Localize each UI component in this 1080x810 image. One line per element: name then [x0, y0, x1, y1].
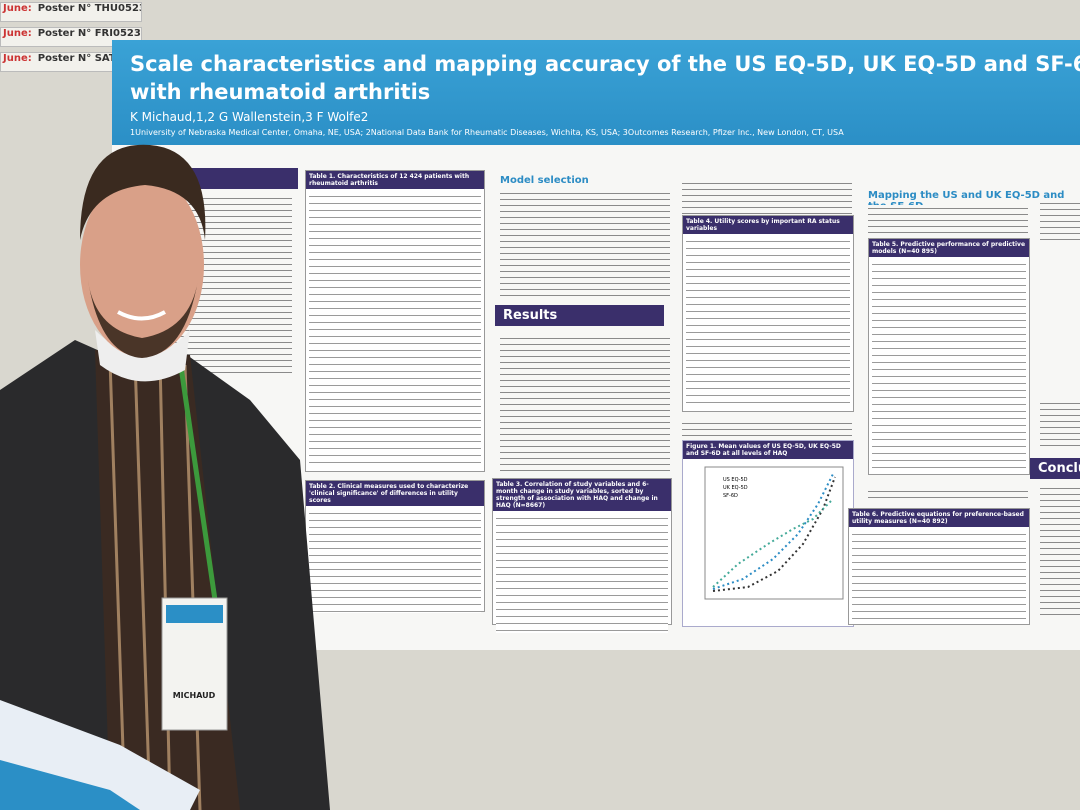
affiliations: 1University of Nebraska Medical Center, …	[130, 128, 844, 137]
section-heading: Results	[495, 305, 664, 326]
table-rows	[496, 514, 668, 633]
tag-label: Poster N° THU0523-HP	[37, 3, 141, 14]
tag-label: Poster N° SAT0523	[37, 53, 142, 64]
title-line: with rheumatoid arthritis	[130, 80, 431, 104]
beard	[88, 280, 198, 358]
text-block	[868, 488, 1028, 502]
poster: Scale characteristics and mapping accura…	[112, 40, 1080, 650]
curve	[712, 473, 834, 590]
handout-cover	[0, 760, 140, 810]
section-heading: Model selection	[500, 175, 589, 186]
table: Table 4. Utility scores by important RA …	[682, 215, 854, 412]
table: Table 3. Correlation of study variables …	[492, 478, 672, 633]
tag-day: June:	[3, 28, 32, 39]
badge-band	[166, 605, 223, 623]
text-block	[500, 335, 670, 475]
table: Table 5. Predictive performance of predi…	[868, 238, 1030, 475]
text-block	[868, 205, 1028, 235]
smile	[117, 310, 166, 321]
text-block	[682, 420, 852, 440]
section-heading: Conclus	[1030, 458, 1080, 479]
poster-tag: June: Poster N° FRI0523-HP	[0, 27, 142, 47]
table-caption: Table 6. Predictive equations for prefer…	[849, 509, 1029, 527]
table-caption: Table 2. Clinical measures used to chara…	[306, 481, 484, 506]
table-caption: Table 5. Predictive performance of predi…	[869, 239, 1029, 257]
curve	[712, 498, 834, 588]
table-caption: Table 3. Correlation of study variables …	[493, 479, 671, 511]
plot-frame	[704, 466, 844, 600]
legend-entry: SF-6D	[723, 493, 738, 499]
table-rows	[686, 237, 850, 406]
badge-name: MICHAUD	[173, 691, 216, 700]
figure: Figure 1. Mean values of US EQ-5D, UK EQ…	[682, 440, 854, 627]
tag-day: June:	[3, 3, 32, 14]
table-rows	[309, 192, 481, 466]
table: Table 6. Predictive equations for prefer…	[848, 508, 1030, 625]
table-rows	[852, 530, 1026, 619]
text-block	[1040, 200, 1080, 240]
figure-plot: US EQ-5D UK EQ-5D SF-6D	[704, 466, 844, 600]
legend-entry: UK EQ-5D	[723, 485, 748, 491]
table: Table 1. Characteristics of 12 424 patie…	[305, 170, 485, 472]
title-band: Scale characteristics and mapping accura…	[112, 40, 1080, 145]
table-caption: Table 4. Utility scores by important RA …	[683, 216, 853, 234]
figure-caption: Figure 1. Mean values of US EQ-5D, UK EQ…	[683, 441, 853, 459]
lanyard	[177, 359, 218, 601]
shirt-stripes	[108, 359, 202, 810]
text-block	[1040, 485, 1080, 615]
title-line: Scale characteristics and mapping accura…	[130, 52, 1080, 76]
tag-day: June:	[3, 53, 32, 64]
face	[80, 173, 204, 357]
legend-entry: US EQ-5D	[723, 477, 748, 483]
table-rows	[872, 260, 1026, 469]
tag-label: Poster N° FRI0523-HP	[37, 28, 141, 39]
poster-tag: June: Poster N° SAT0523	[0, 52, 142, 72]
text-block	[500, 190, 670, 300]
table-rows	[309, 509, 481, 613]
text-block	[682, 180, 852, 215]
authors: K Michaud,1,2 G Wallenstein,3 F Wolfe2	[130, 110, 369, 124]
poster-tag: June: Poster N° THU0523-HP	[0, 2, 142, 22]
text-block	[1040, 400, 1080, 450]
hair	[80, 144, 206, 240]
table-caption: Table 1. Characteristics of 12 424 patie…	[306, 171, 484, 189]
table: Table 2. Clinical measures used to chara…	[305, 480, 485, 613]
